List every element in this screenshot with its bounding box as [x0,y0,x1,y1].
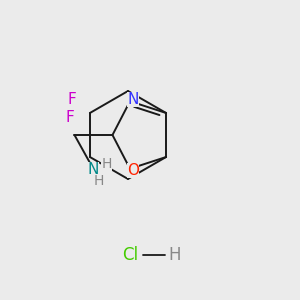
Text: H: H [93,174,104,188]
Text: Cl: Cl [122,246,138,264]
Text: N: N [88,162,99,177]
Text: F: F [68,92,76,106]
Text: N: N [127,92,139,107]
Text: F: F [65,110,74,124]
Text: O: O [127,163,139,178]
Text: H: H [101,157,112,171]
Text: H: H [169,246,181,264]
